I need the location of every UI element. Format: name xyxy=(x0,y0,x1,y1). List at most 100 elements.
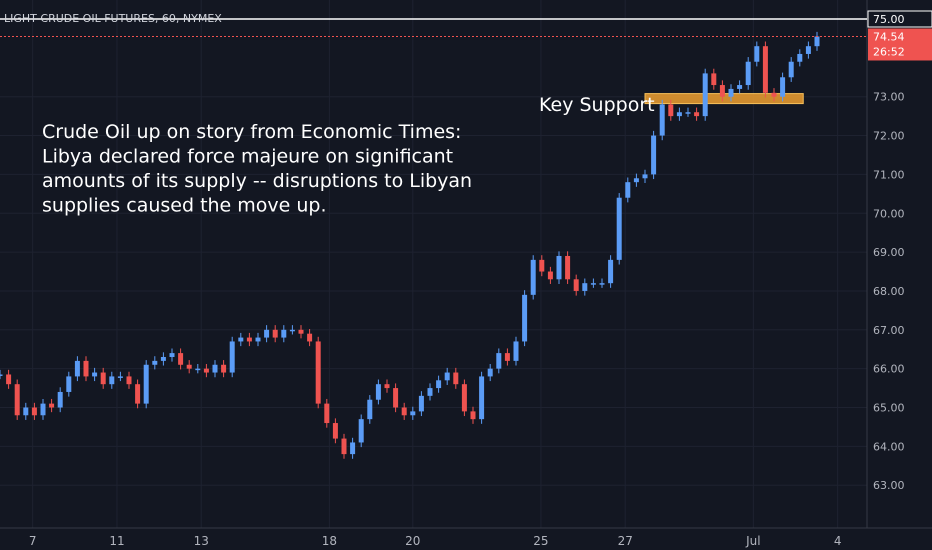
candle-body-23 xyxy=(195,368,201,371)
candle-body-93 xyxy=(797,53,803,62)
annotation-line-1: Libya declared force majeure on signific… xyxy=(42,146,453,168)
candle-body-26 xyxy=(221,364,227,373)
candle-body-11 xyxy=(92,372,98,377)
candle-body-61 xyxy=(522,294,528,342)
candle-body-42 xyxy=(358,419,364,443)
candle-body-90 xyxy=(771,92,777,97)
candle-body-76 xyxy=(651,135,657,175)
candle-body-85 xyxy=(728,88,734,97)
candle-body-54 xyxy=(461,384,467,412)
candle-body-16 xyxy=(135,384,141,404)
candle-body-2 xyxy=(14,384,20,416)
candle-body-9 xyxy=(74,360,80,377)
candle-body-38 xyxy=(324,403,330,424)
x-tick-label-3: 18 xyxy=(322,534,337,548)
y-tick-label-3: 71.00 xyxy=(873,168,905,181)
candle-body-63 xyxy=(539,259,545,272)
annotation-line-3: supplies caused the move up. xyxy=(42,195,327,217)
candle-body-39 xyxy=(332,423,338,439)
y-tick-label-5: 69.00 xyxy=(873,246,905,259)
candle-body-25 xyxy=(212,364,218,373)
candle-body-69 xyxy=(590,283,596,285)
candle-body-31 xyxy=(264,329,270,338)
candle-body-80 xyxy=(685,112,691,114)
candle-body-91 xyxy=(780,77,786,97)
price-tag-label-0: 75.00 xyxy=(873,13,905,26)
candle-body-77 xyxy=(659,104,665,136)
candle-body-15 xyxy=(126,376,132,385)
annotation-line-0: Crude Oil up on story from Economic Time… xyxy=(42,121,461,143)
chart-title: LIGHT CRUDE OIL FUTURES, 60, NYMEX xyxy=(4,12,222,25)
candle-body-59 xyxy=(504,353,510,361)
candle-body-35 xyxy=(298,329,304,334)
y-tick-label-6: 68.00 xyxy=(873,285,905,298)
candle-body-32 xyxy=(272,329,278,338)
candle-body-41 xyxy=(350,442,356,455)
candle-body-29 xyxy=(246,337,252,342)
candle-body-21 xyxy=(178,353,184,365)
candle-body-66 xyxy=(565,255,571,280)
candle-body-48 xyxy=(410,411,416,416)
y-tick-label-2: 72.00 xyxy=(873,130,905,143)
candle-body-78 xyxy=(668,104,674,117)
price-tag-label-2: 26:52 xyxy=(873,45,905,58)
candle-body-67 xyxy=(573,279,579,291)
price-series xyxy=(0,31,820,459)
candle-body-60 xyxy=(513,341,519,361)
candle-body-95 xyxy=(814,36,820,47)
candle-body-82 xyxy=(702,73,708,117)
candle-body-89 xyxy=(762,46,768,93)
time-axis[interactable]: 7 11 13 18 20 25 27 Jul 4 xyxy=(29,534,842,548)
candle-body-52 xyxy=(444,372,450,381)
candle-body-73 xyxy=(625,182,631,198)
candle-body-24 xyxy=(203,368,209,373)
candle-body-33 xyxy=(281,329,287,338)
annotation-text: Crude Oil up on story from Economic Time… xyxy=(42,121,472,217)
candle-body-94 xyxy=(805,46,811,54)
candle-body-74 xyxy=(633,178,639,183)
candle-body-1 xyxy=(6,374,12,385)
y-tick-label-1: 73.00 xyxy=(873,91,905,104)
candle-body-87 xyxy=(745,61,751,86)
candle-body-19 xyxy=(160,356,166,361)
candle-body-88 xyxy=(754,46,760,62)
x-tick-label-2: 13 xyxy=(194,534,209,548)
candle-body-20 xyxy=(169,353,175,357)
candle-body-68 xyxy=(582,283,588,291)
candle-body-18 xyxy=(152,360,158,365)
candle-body-17 xyxy=(143,364,149,404)
candle-body-46 xyxy=(393,388,399,408)
candle-body-36 xyxy=(307,333,313,342)
y-tick-label-8: 66.00 xyxy=(873,363,905,376)
candle-body-43 xyxy=(367,399,373,420)
candle-body-72 xyxy=(616,197,622,260)
candle-body-12 xyxy=(100,372,106,385)
candle-body-10 xyxy=(83,360,89,377)
x-tick-label-8: 4 xyxy=(834,534,842,548)
x-tick-label-1: 11 xyxy=(109,534,124,548)
candle-body-92 xyxy=(788,61,794,78)
candle-body-22 xyxy=(186,364,192,369)
price-tags: 75.00 74.54 26:52 xyxy=(0,10,932,61)
candle-body-27 xyxy=(229,341,235,373)
candle-body-58 xyxy=(496,353,502,369)
candle-body-6 xyxy=(49,403,55,408)
x-tick-label-5: 25 xyxy=(533,534,548,548)
candle-body-53 xyxy=(453,372,459,385)
candle-body-75 xyxy=(642,174,648,179)
candle-body-51 xyxy=(436,380,442,389)
candle-body-3 xyxy=(23,407,29,416)
candle-body-14 xyxy=(117,376,123,378)
candle-body-57 xyxy=(487,368,493,377)
x-tick-label-0: 7 xyxy=(29,534,37,548)
candle-body-71 xyxy=(608,259,614,284)
price-tag-label-1: 74.54 xyxy=(873,30,905,43)
candle-body-47 xyxy=(401,407,407,416)
candle-body-83 xyxy=(711,73,717,86)
x-tick-label-6: 27 xyxy=(618,534,633,548)
candle-body-56 xyxy=(479,376,485,420)
x-tick-label-7: Jul xyxy=(745,534,760,548)
y-tick-label-9: 65.00 xyxy=(873,402,905,415)
